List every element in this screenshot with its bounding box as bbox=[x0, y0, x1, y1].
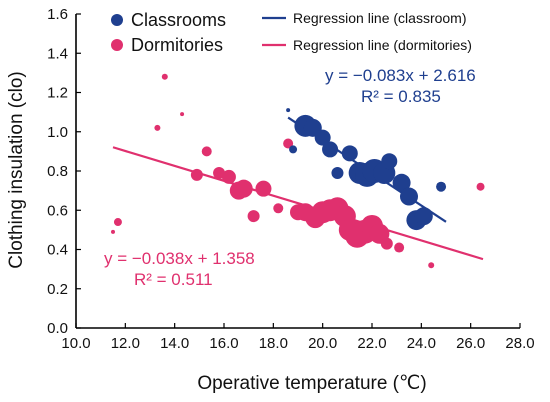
dormitory-point bbox=[154, 124, 161, 131]
y-tick-label: 0.8 bbox=[47, 163, 68, 180]
legend-marker-classrooms bbox=[111, 14, 123, 26]
y-tick-label: 0.4 bbox=[47, 242, 68, 259]
dormitory-point bbox=[180, 112, 185, 117]
y-tick-label: 1.0 bbox=[47, 124, 68, 141]
x-tick-label: 14.0 bbox=[160, 335, 189, 352]
dormitory-point bbox=[255, 180, 272, 197]
x-axis-title: Operative temperature (℃) bbox=[197, 373, 426, 394]
classroom-point bbox=[331, 166, 344, 179]
legend-marker-dormitories bbox=[111, 39, 123, 51]
y-tick-label: 0.2 bbox=[47, 281, 68, 298]
classroom-equation: y = −0.083x + 2.616 bbox=[325, 66, 476, 85]
dormitory-point bbox=[111, 229, 115, 234]
y-axis-title: Clothing insulation (clo) bbox=[6, 71, 27, 269]
classroom-point bbox=[341, 145, 358, 162]
classroom-point bbox=[436, 181, 447, 192]
y-tick-label: 0.0 bbox=[47, 320, 68, 337]
dormitory-point bbox=[190, 168, 203, 181]
dormitory-point bbox=[201, 146, 212, 157]
dormitories-r2: R² = 0.511 bbox=[134, 270, 213, 289]
dormitory-regression-line bbox=[112, 146, 484, 261]
y-tick-label: 1.4 bbox=[47, 45, 68, 62]
classroom-point bbox=[314, 129, 331, 146]
x-tick-label: 10.0 bbox=[61, 335, 90, 352]
dormitory-point bbox=[221, 169, 236, 184]
classroom-point bbox=[381, 153, 398, 170]
x-tick-label: 16.0 bbox=[209, 335, 238, 352]
classroom-point bbox=[322, 141, 339, 158]
x-tick-label: 22.0 bbox=[357, 335, 386, 352]
dormitory-point bbox=[234, 179, 253, 198]
x-tick-label: 12.0 bbox=[111, 335, 140, 352]
legend-label-classrooms: Classrooms bbox=[131, 10, 226, 30]
x-tick-label: 28.0 bbox=[505, 335, 534, 352]
dormitories-equation: y = −0.038x + 1.358 bbox=[104, 249, 255, 268]
y-tick-label: 1.2 bbox=[47, 85, 68, 102]
x-tick-label: 24.0 bbox=[407, 335, 436, 352]
x-tick-label: 26.0 bbox=[456, 335, 485, 352]
y-tick-label: 0.6 bbox=[47, 202, 68, 219]
dormitory-point bbox=[394, 242, 405, 253]
legend-label-regression-dormitories: Regression line (dormitories) bbox=[293, 37, 472, 53]
dormitory-point bbox=[380, 237, 393, 250]
classroom-point bbox=[289, 145, 298, 154]
classroom-point bbox=[392, 173, 411, 192]
dormitory-point bbox=[113, 218, 122, 227]
dormitory-point bbox=[283, 138, 294, 149]
classroom-point bbox=[400, 187, 418, 206]
legend-label-regression-classroom: Regression line (classroom) bbox=[293, 10, 467, 26]
classroom-point bbox=[286, 108, 291, 113]
tick-group: 10.0 12.0 14.0 16.0 18.0 20.0 22.0 24.0 26.0 28.0… bbox=[47, 6, 534, 352]
dormitory-point bbox=[247, 210, 260, 223]
y-tick-label: 1.6 bbox=[47, 6, 68, 23]
dormitory-point bbox=[428, 262, 435, 269]
regression-lines bbox=[112, 116, 484, 261]
dormitory-point bbox=[476, 182, 485, 191]
x-tick-label: 18.0 bbox=[259, 335, 288, 352]
legend: Classrooms Dormitories Regression line (… bbox=[111, 10, 472, 55]
dormitory-point bbox=[161, 73, 168, 80]
legend-label-dormitories: Dormitories bbox=[131, 35, 223, 55]
dormitory-point bbox=[273, 203, 284, 214]
classroom-r2: R² = 0.835 bbox=[361, 87, 441, 106]
x-tick-label: 20.0 bbox=[308, 335, 337, 352]
classroom-point bbox=[414, 207, 433, 226]
data-points bbox=[111, 73, 485, 269]
